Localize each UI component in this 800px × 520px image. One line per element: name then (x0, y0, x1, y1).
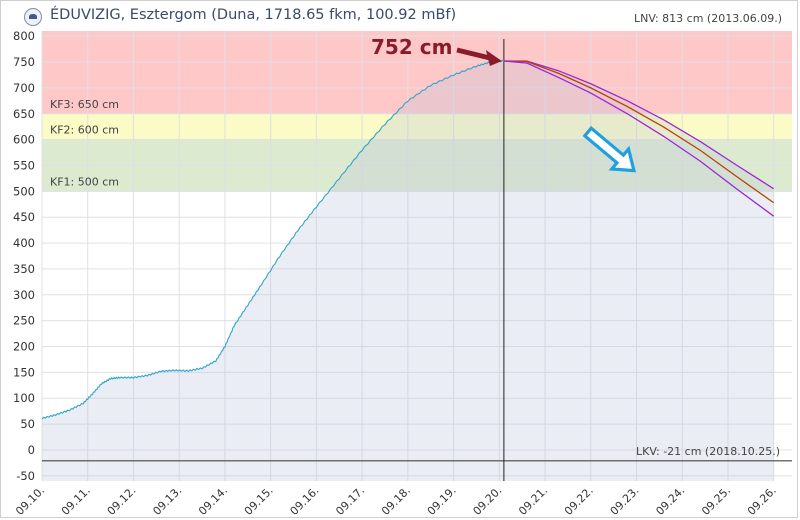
x-tick-label: 09.18. (379, 484, 413, 518)
forecast-line-3 (503, 60, 775, 217)
y-tick-label: 300 (13, 288, 35, 302)
x-tick-label: 09.11. (59, 484, 93, 518)
y-tick-label: 650 (13, 107, 35, 121)
y-tick-label: 450 (13, 210, 35, 224)
x-tick-label: 09.19. (425, 484, 459, 518)
y-tick-label: 550 (13, 158, 35, 172)
x-tick-label: 09.12. (105, 484, 139, 518)
x-tick-label: 09.10. (13, 484, 47, 518)
x-tick-label: 09.26. (745, 484, 779, 518)
measured-water-level-line (41, 59, 505, 420)
peak-annotation: 752 cm (371, 35, 452, 59)
peak-arrow-head (485, 50, 502, 66)
y-tick-label: 500 (13, 184, 35, 198)
y-tick-label: 700 (13, 81, 35, 95)
threshold-label-1: KF3: 650 cm (50, 98, 119, 111)
y-tick-label: 150 (13, 365, 35, 379)
trend-arrow-shape (582, 125, 637, 173)
y-tick-label: 200 (13, 340, 35, 354)
x-tick-label: 09.20. (470, 484, 504, 518)
x-tick-label: 09.25. (699, 484, 733, 518)
x-tick-label: 09.22. (562, 484, 596, 518)
x-tick-label: 09.13. (150, 484, 184, 518)
forecast-line-2 (503, 60, 775, 204)
y-tick-label: 0 (28, 443, 35, 457)
y-tick-label: 100 (13, 391, 35, 405)
y-tick-label: 750 (13, 55, 35, 69)
station-title: ÉDUVIZIG, Esztergom (Duna, 1718.65 fkm, … (50, 7, 457, 23)
x-tick-label: 09.17. (333, 484, 367, 518)
y-tick-label: 250 (13, 314, 35, 328)
x-tick-label: 09.16. (288, 484, 322, 518)
threshold-label-2: KF2: 600 cm (50, 124, 119, 137)
y-tick-label: 50 (20, 417, 35, 431)
threshold-band-2 (42, 113, 792, 140)
y-tick-label: 800 (13, 29, 35, 43)
y-tick-label: 600 (13, 133, 35, 147)
x-tick-label: 09.15. (242, 484, 276, 518)
x-tick-label: 09.23. (608, 484, 642, 518)
threshold-band-1 (42, 31, 792, 114)
falling-trend-arrow-icon (582, 125, 637, 173)
y-tick-label: -50 (16, 469, 35, 483)
peak-arrow-shaft (456, 47, 491, 61)
lkv-label: LKV: -21 cm (2018.10.25.) (636, 445, 780, 458)
x-tick-label: 09.21. (516, 484, 550, 518)
x-tick-label: 09.14. (196, 484, 230, 518)
x-tick-label: 09.24. (653, 484, 687, 518)
chart-header: ÉDUVIZIG, Esztergom (Duna, 1718.65 fkm, … (0, 0, 800, 30)
threshold-label-3: KF1: 500 cm (50, 175, 119, 188)
eduvizig-logo-icon (24, 8, 42, 26)
y-tick-label: 350 (13, 262, 35, 276)
water-level-area (42, 61, 774, 481)
y-tick-label: 400 (13, 236, 35, 250)
lnv-label: LNV: 813 cm (2013.06.09.) (633, 12, 782, 25)
forecast-line-1 (503, 60, 775, 190)
